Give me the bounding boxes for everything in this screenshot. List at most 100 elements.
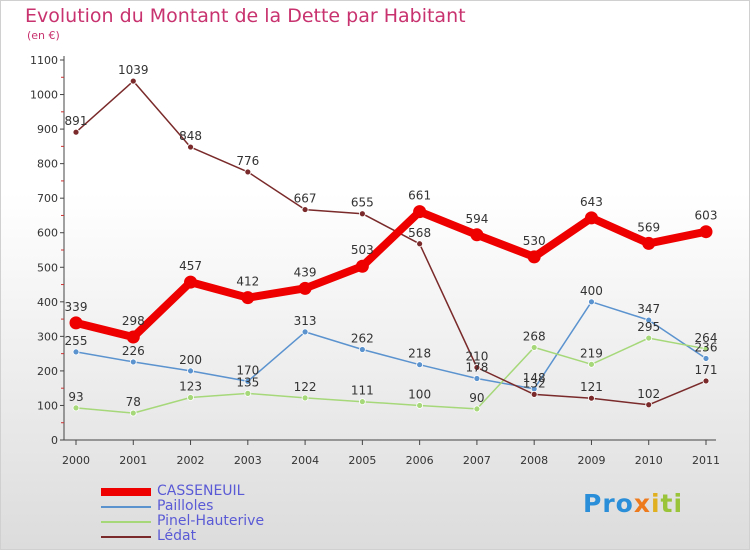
data-point	[187, 394, 194, 401]
data-point	[72, 348, 80, 356]
logo-part: ti	[660, 489, 684, 518]
data-label: 200	[179, 353, 202, 367]
series-line	[72, 207, 710, 342]
y-tick-label: 500	[37, 261, 58, 274]
data-point	[473, 375, 481, 382]
data-point	[355, 259, 369, 273]
data-label: 530	[523, 234, 546, 248]
legend-swatch	[101, 521, 151, 523]
data-point	[72, 128, 80, 136]
y-tick-label: 100	[37, 399, 58, 412]
data-point	[588, 394, 595, 402]
data-point	[301, 328, 309, 336]
series-line	[75, 301, 707, 390]
x-tick-label: 2010	[635, 454, 663, 467]
x-tick-label: 2002	[177, 454, 205, 467]
y-tick-label: 400	[37, 296, 58, 309]
data-point	[584, 211, 598, 225]
x-tick-label: 2011	[692, 454, 720, 467]
data-point	[187, 367, 194, 375]
legend-swatch	[101, 506, 151, 508]
data-label: 439	[294, 265, 317, 279]
data-label: 661	[408, 189, 431, 203]
data-label: 313	[294, 314, 317, 328]
y-tick-label: 1000	[30, 89, 58, 102]
data-point	[301, 206, 309, 213]
data-point	[69, 316, 83, 330]
legend-label: CASSENEUIL	[157, 483, 245, 499]
data-label: 93	[68, 390, 83, 404]
y-tick-label: 800	[37, 158, 58, 171]
data-label: 255	[65, 334, 88, 348]
data-label: 655	[351, 196, 374, 210]
data-label: 643	[580, 195, 603, 209]
data-label: 111	[351, 384, 374, 398]
data-label: 262	[351, 331, 374, 345]
data-label: 121	[580, 380, 603, 394]
data-label: 568	[408, 226, 431, 240]
data-label: 218	[408, 347, 431, 361]
data-labels: 339 298 457 412 439 503 661 594 530 643 569 603 255 2…	[65, 63, 718, 409]
series-points	[69, 77, 713, 417]
x-tick-label: 2004	[291, 454, 319, 467]
data-point	[645, 401, 653, 409]
data-label: 78	[126, 395, 141, 409]
logo-part: Pro	[583, 489, 634, 518]
data-point	[129, 409, 137, 417]
data-point	[530, 344, 538, 351]
data-label: 210	[465, 349, 488, 363]
data-label: 603	[695, 209, 718, 223]
data-point	[702, 355, 710, 362]
data-point	[129, 358, 137, 366]
data-point	[358, 398, 366, 406]
y-tick-label: 700	[37, 192, 58, 205]
data-label: 667	[294, 192, 317, 206]
data-label: 268	[523, 329, 546, 343]
chart-unit: (en €)	[27, 29, 60, 42]
data-point	[645, 334, 653, 342]
x-tick-label: 2001	[119, 454, 147, 467]
y-tick-label: 200	[37, 365, 58, 378]
data-point	[244, 377, 252, 385]
proxiti-logo: Proxiti	[583, 489, 683, 518]
data-point	[588, 360, 595, 368]
data-label: 264	[695, 331, 718, 345]
data-point	[244, 389, 252, 397]
legend-label: Pinel-Hauterive	[157, 513, 265, 529]
data-point	[416, 361, 424, 369]
data-point	[244, 168, 252, 176]
data-label: 347	[637, 302, 660, 316]
y-tick-label: 600	[37, 227, 58, 240]
x-tick-label: 2006	[406, 454, 434, 467]
y-tick-label: 300	[37, 330, 58, 343]
data-point	[298, 281, 312, 295]
data-label: 594	[465, 212, 488, 226]
data-label: 569	[637, 220, 660, 234]
data-point	[184, 275, 198, 289]
data-label: 412	[236, 275, 259, 289]
x-tick-label: 2003	[234, 454, 262, 467]
data-point	[530, 390, 538, 398]
x-tick-label: 2007	[463, 454, 491, 467]
data-point	[416, 402, 424, 409]
data-label: 298	[122, 314, 145, 328]
data-point	[473, 405, 481, 413]
axes: 0 100 200 300 400 500 600 700 800 900 1000 1100 2000…	[30, 54, 720, 467]
legend-swatch	[101, 488, 151, 496]
legend-swatch	[101, 536, 151, 538]
logo-part: x	[633, 489, 651, 518]
data-label: 848	[179, 129, 202, 143]
data-label: 148	[523, 371, 546, 385]
x-tick-label: 2005	[348, 454, 376, 467]
data-label: 503	[351, 243, 374, 257]
legend-label: Pailloles	[157, 498, 214, 514]
data-label: 171	[695, 363, 718, 377]
x-tick-label: 2000	[62, 454, 90, 467]
data-point	[645, 316, 653, 324]
data-point	[702, 345, 710, 353]
data-point	[702, 377, 710, 385]
data-point	[413, 205, 427, 219]
data-label: 219	[580, 346, 603, 360]
data-point	[473, 364, 481, 371]
